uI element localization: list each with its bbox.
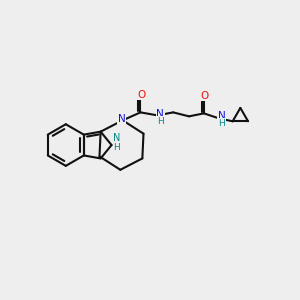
Text: N: N — [113, 133, 120, 143]
Text: N: N — [156, 110, 164, 119]
Text: O: O — [137, 89, 146, 100]
Text: N: N — [118, 114, 125, 124]
Text: N: N — [218, 111, 226, 121]
Text: H: H — [157, 117, 164, 126]
Text: H: H — [113, 142, 120, 152]
Text: H: H — [218, 119, 225, 128]
Text: O: O — [201, 91, 209, 100]
